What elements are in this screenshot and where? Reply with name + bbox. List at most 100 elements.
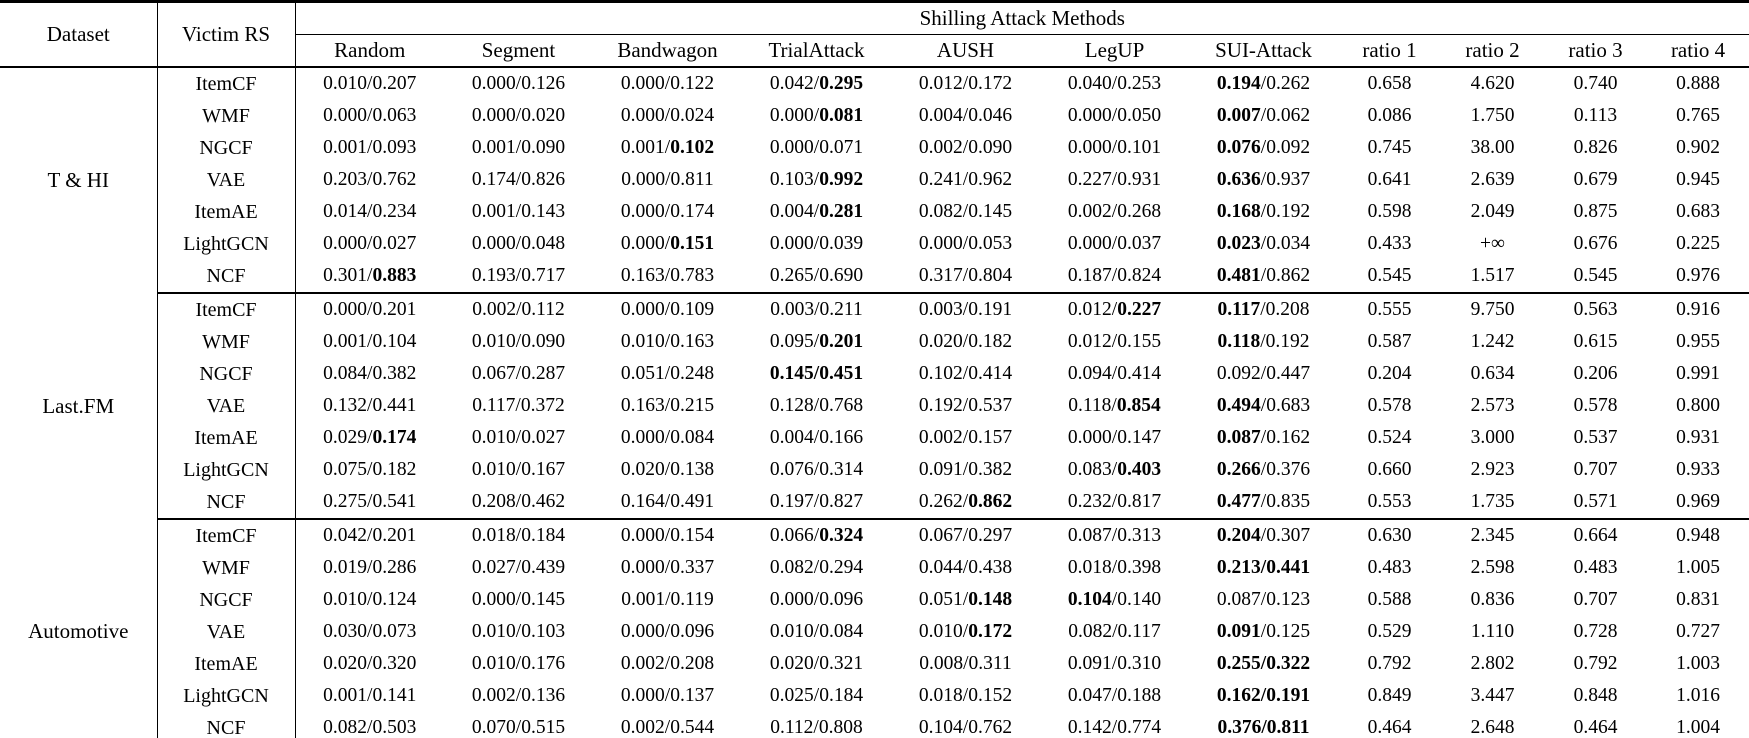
metric-cell: 0.084/0.382 (323, 363, 417, 384)
metric-cell: 0.000/0.053 (918, 233, 1013, 254)
table-row: ItemAE 0.020/0.320 0.010/0.176 0.002/0.208 0… (0, 648, 1749, 680)
metric-cell: 1.003 (1676, 653, 1720, 674)
metric-cell: 0.010/0.090 (471, 331, 566, 352)
metric-cell: 0.000/0.137 (620, 685, 715, 706)
metric-cell: 0.003/0.191 (918, 299, 1013, 320)
table-row: NCF 0.301/0.883 0.193/0.717 0.163/0.783 0.26… (0, 260, 1749, 294)
metric-cell: 0.082/0.503 (323, 717, 417, 738)
metric-cell: 0.010/0.167 (471, 459, 566, 480)
metric-cell: 0.916 (1676, 299, 1720, 320)
victim-rs-label: NCF (157, 486, 296, 520)
table-row: T & HI ItemCF 0.010/0.207 0.000/0.126 0.000/… (0, 67, 1749, 293)
metric-cell: 0.955 (1676, 331, 1720, 352)
metric-cell: 0.888 (1676, 73, 1720, 94)
col-group-header-shilling-attack-methods: Shilling Attack Methods (295, 1, 1749, 35)
metric-cell: 0.076/0.314 (769, 459, 864, 480)
metric-cell: 0.010/0.207 (323, 73, 417, 94)
metric-cell: 0.162/0.191 (1216, 685, 1311, 706)
metric-cell: 0.014/0.234 (323, 201, 417, 222)
metric-cell: 0.483 (1367, 557, 1412, 578)
metric-cell: 0.707 (1573, 589, 1618, 610)
metric-cell: 0.679 (1573, 169, 1618, 190)
metric-cell: 0.792 (1573, 653, 1618, 674)
metric-cell: 0.000/0.145 (471, 589, 566, 610)
header-row-sub: Random Segment Bandwagon TrialAttack AUS… (0, 34, 1749, 68)
table-row: WMF 0.001/0.104 0.010/0.090 0.010/0.163 0.09… (0, 326, 1749, 358)
metric-cell: 0.042/0.201 (323, 525, 417, 546)
victim-rs-label: VAE (157, 164, 296, 196)
table-row: NCF 0.275/0.541 0.208/0.462 0.164/0.491 0.19… (0, 486, 1749, 520)
metric-cell: 2.598 (1470, 557, 1515, 578)
col-header-ratio-3: ratio 3 (1544, 34, 1647, 68)
metric-cell: 0.076/0.092 (1216, 137, 1311, 158)
metric-cell: 0.051/0.248 (620, 363, 715, 384)
metric-cell: 0.849 (1367, 685, 1412, 706)
metric-cell: 0.187/0.824 (1040, 260, 1189, 294)
victim-rs-label: VAE (157, 390, 296, 422)
metric-cell: 0.094/0.414 (1067, 363, 1162, 384)
col-header-segment: Segment (444, 34, 593, 68)
metric-cell: 0.002/0.136 (471, 685, 566, 706)
metric-cell: 0.000/0.101 (1067, 137, 1162, 158)
metric-cell: 1.242 (1470, 331, 1515, 352)
metric-cell: 0.087/0.123 (1216, 589, 1311, 610)
metric-cell: 0.001/0.143 (471, 201, 566, 222)
victim-rs-label: ItemCF (157, 67, 296, 100)
metric-cell: 0.051/0.148 (918, 589, 1013, 610)
metric-cell: 0.578 (1367, 395, 1412, 416)
metric-cell: 0.213/0.441 (1216, 557, 1311, 578)
metric-cell: 0.010/0.124 (323, 589, 417, 610)
victim-rs-label: NCF (157, 712, 296, 738)
metric-cell: 0.598 (1367, 201, 1412, 222)
victim-rs-label: WMF (157, 552, 296, 584)
metric-cell: 0.070/0.515 (471, 717, 566, 738)
metric-cell: 0.000/0.020 (471, 105, 566, 126)
metric-cell: 0.163/0.783 (593, 260, 742, 294)
metric-cell: 0.587 (1367, 331, 1412, 352)
metric-cell: 0.636/0.937 (1216, 169, 1311, 190)
victim-rs-label: ItemCF (157, 519, 296, 552)
table-row: NCF 0.082/0.503 0.070/0.515 0.002/0.544 0.11… (0, 712, 1749, 738)
metric-cell: +∞ (1480, 233, 1505, 254)
metric-cell: 0.745 (1367, 137, 1412, 158)
metric-cell: 0.792 (1367, 653, 1412, 674)
metric-cell: 3.000 (1470, 427, 1515, 448)
metric-cell: 0.728 (1573, 621, 1618, 642)
metric-cell: 2.049 (1470, 201, 1515, 222)
metric-cell: 0.727 (1676, 621, 1720, 642)
metric-cell: 0.836 (1470, 589, 1515, 610)
metric-cell: 0.000/0.063 (323, 105, 417, 126)
metric-cell: 0.000/0.050 (1067, 105, 1162, 126)
metric-cell: 0.494/0.683 (1216, 395, 1311, 416)
metric-cell: 0.018/0.184 (471, 525, 566, 546)
metric-cell: 0.588 (1367, 589, 1412, 610)
metric-cell: 0.082/0.145 (918, 201, 1013, 222)
metric-cell: 0.102/0.414 (918, 363, 1013, 384)
metric-cell: 0.067/0.287 (471, 363, 566, 384)
metric-cell: 0.002/0.157 (918, 427, 1013, 448)
metric-cell: 0.826 (1573, 137, 1618, 158)
metric-cell: 0.000/0.201 (323, 299, 417, 320)
metric-cell: 1.110 (1470, 621, 1515, 642)
metric-cell: 0.000/0.109 (620, 299, 715, 320)
metric-cell: 0.658 (1367, 73, 1412, 94)
metric-cell: 0.066/0.324 (769, 525, 864, 546)
metric-cell: 0.000/0.126 (471, 73, 566, 94)
table-row: VAE 0.132/0.441 0.117/0.372 0.163/0.215 0.12… (0, 390, 1749, 422)
table-row: ItemAE 0.029/0.174 0.010/0.027 0.000/0.084 0… (0, 422, 1749, 454)
dataset-group-automotive: Automotive ItemCF 0.042/0.201 0.018/0.184 0.… (0, 519, 1749, 738)
metric-cell: 0.255/0.322 (1216, 653, 1311, 674)
metric-cell: 0.002/0.112 (472, 299, 565, 320)
metric-cell: 0.007/0.062 (1216, 105, 1311, 126)
metric-cell: 0.660 (1367, 459, 1412, 480)
metric-cell: 0.164/0.491 (593, 486, 742, 520)
metric-cell: 0.118/0.854 (1068, 395, 1161, 416)
victim-rs-label: WMF (157, 100, 296, 132)
metric-cell: 0.117/0.372 (472, 395, 565, 416)
metric-cell: 0.104/0.762 (918, 717, 1013, 738)
metric-cell: 0.047/0.188 (1067, 685, 1162, 706)
metric-cell: 0.000/0.122 (620, 73, 715, 94)
metric-cell: 0.001/0.090 (471, 137, 566, 158)
col-header-ratio-2: ratio 2 (1441, 34, 1544, 68)
metric-cell: 0.664 (1573, 525, 1618, 546)
